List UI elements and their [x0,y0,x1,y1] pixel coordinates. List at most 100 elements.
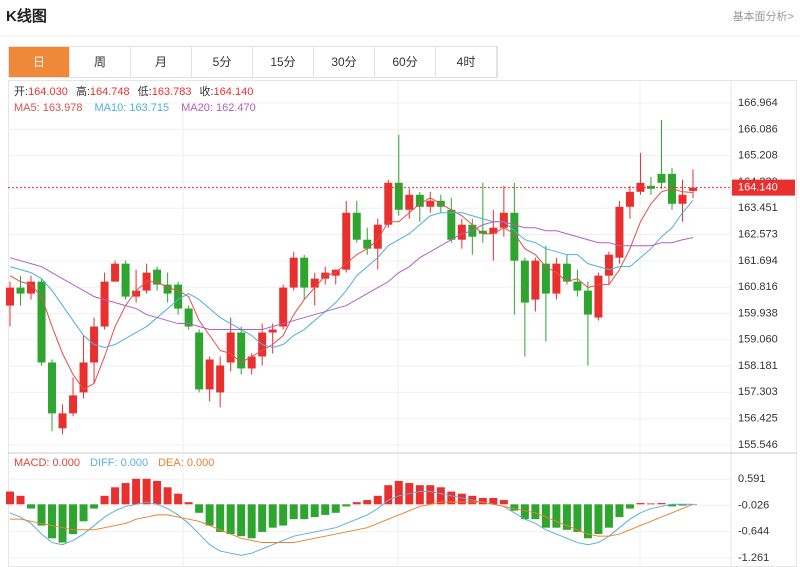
candle-body [489,227,498,234]
period-tab[interactable]: 周 [70,47,131,77]
candle-body [79,362,88,393]
macd-bar [499,500,508,505]
macd-bar [552,504,561,528]
legend-entry: MA20: 162.470 [181,102,256,114]
period-tab[interactable]: 日 [9,47,70,77]
candle-body [510,212,519,261]
macd-bar [258,504,267,532]
macd-bar [562,504,571,530]
macd-bar [604,504,613,528]
period-tabs: 日周月 5分 15分 30分 60分 4时 [8,46,498,78]
candle-body [289,257,298,288]
candle-body [594,275,603,318]
info-label: 低: [138,85,152,98]
macd-bar [667,504,676,507]
legend-entry: DIFF: 0.000 [90,457,148,469]
period-tab[interactable]: 60分 [375,47,436,77]
period-tab[interactable]: 4时 [436,47,497,77]
period-tab[interactable]: 30分 [314,47,375,77]
candle-body [310,278,319,288]
macd-bar [457,493,466,505]
candle-body [195,332,204,390]
macd-bar [300,504,309,520]
candle-body [205,359,214,390]
candle-body [69,395,78,414]
legend-entry: MACD: 0.000 [14,457,80,469]
candle-body [678,194,687,204]
macd-bar [121,483,130,505]
macd-bar [310,504,319,518]
ma-line [9,188,694,391]
candle-body [226,332,235,363]
candle-body [363,239,372,249]
ohlc-info: 开:164.030 高:164.748 低:163.783 收:164.140 [14,84,253,98]
macd-bar [153,480,162,505]
y-tick-label: 159.060 [738,334,778,346]
y-tick-label: 163.451 [738,202,778,214]
candle-body [352,212,361,240]
candle-body [689,187,697,191]
macd-bar [69,504,78,535]
candle-body [373,224,382,249]
candle-body [520,260,529,303]
macd-bar [16,495,25,505]
macd-bar [321,504,330,515]
candle-body [625,191,634,207]
candle-body [415,194,424,207]
macd-bar [37,504,46,526]
candle-body [384,182,393,225]
candle-body [37,281,46,363]
macd-bar [163,487,172,505]
candle-body [121,263,130,297]
macd-bar [531,504,540,520]
candle-body [174,284,183,309]
y-tick-label: -0.644 [738,526,769,538]
macd-bar [174,493,183,505]
candle-body [6,287,14,306]
candle-body [247,356,256,369]
y-tick-label: 157.303 [738,386,778,398]
macd-bar [625,504,634,509]
candle-body [16,287,25,294]
macd-bar [636,503,645,505]
candle-body [300,257,309,288]
y-tick-label: -1.261 [738,552,769,564]
macd-bar [132,478,141,505]
candle-body [604,254,613,276]
candle-body [552,263,561,294]
macd-legend: MACD: 0.000 DIFF: 0.000 DEA: 0.000 [14,457,214,469]
macd-bar [58,504,67,543]
period-tab[interactable]: 月 [131,47,192,77]
y-tick-label: 155.546 [738,439,778,451]
candle-body [58,413,67,429]
macd-bar [90,504,99,509]
candle-body [153,269,162,285]
candle-body [342,212,351,270]
macd-bar [426,485,435,505]
y-tick-label: 159.938 [738,307,778,319]
macd-bar [216,504,225,532]
candle-body [405,194,414,210]
y-tick-label: 165.208 [738,150,778,162]
y-tick-label: 166.964 [738,97,778,109]
macd-bar [237,504,246,537]
candle-body [163,284,172,294]
period-tab[interactable]: 15分 [253,47,314,77]
macd-bar [289,504,298,520]
period-tab[interactable]: 5分 [192,47,253,77]
macd-bar [447,491,456,505]
fundamental-link[interactable]: 基本面分析> [732,11,794,23]
macd-bar [142,478,151,505]
macd-bar [510,504,519,511]
macd-bar [100,495,109,505]
candle-body [237,332,246,369]
macd-bar [342,504,351,507]
candle-body [573,281,582,291]
macd-bar [6,491,14,505]
ma-legend: MA5: 163.978 MA10: 163.715 MA20: 162.470 [14,102,256,114]
page-title: K线图 [6,8,47,25]
candle-body [100,281,109,327]
macd-bar [615,504,624,518]
